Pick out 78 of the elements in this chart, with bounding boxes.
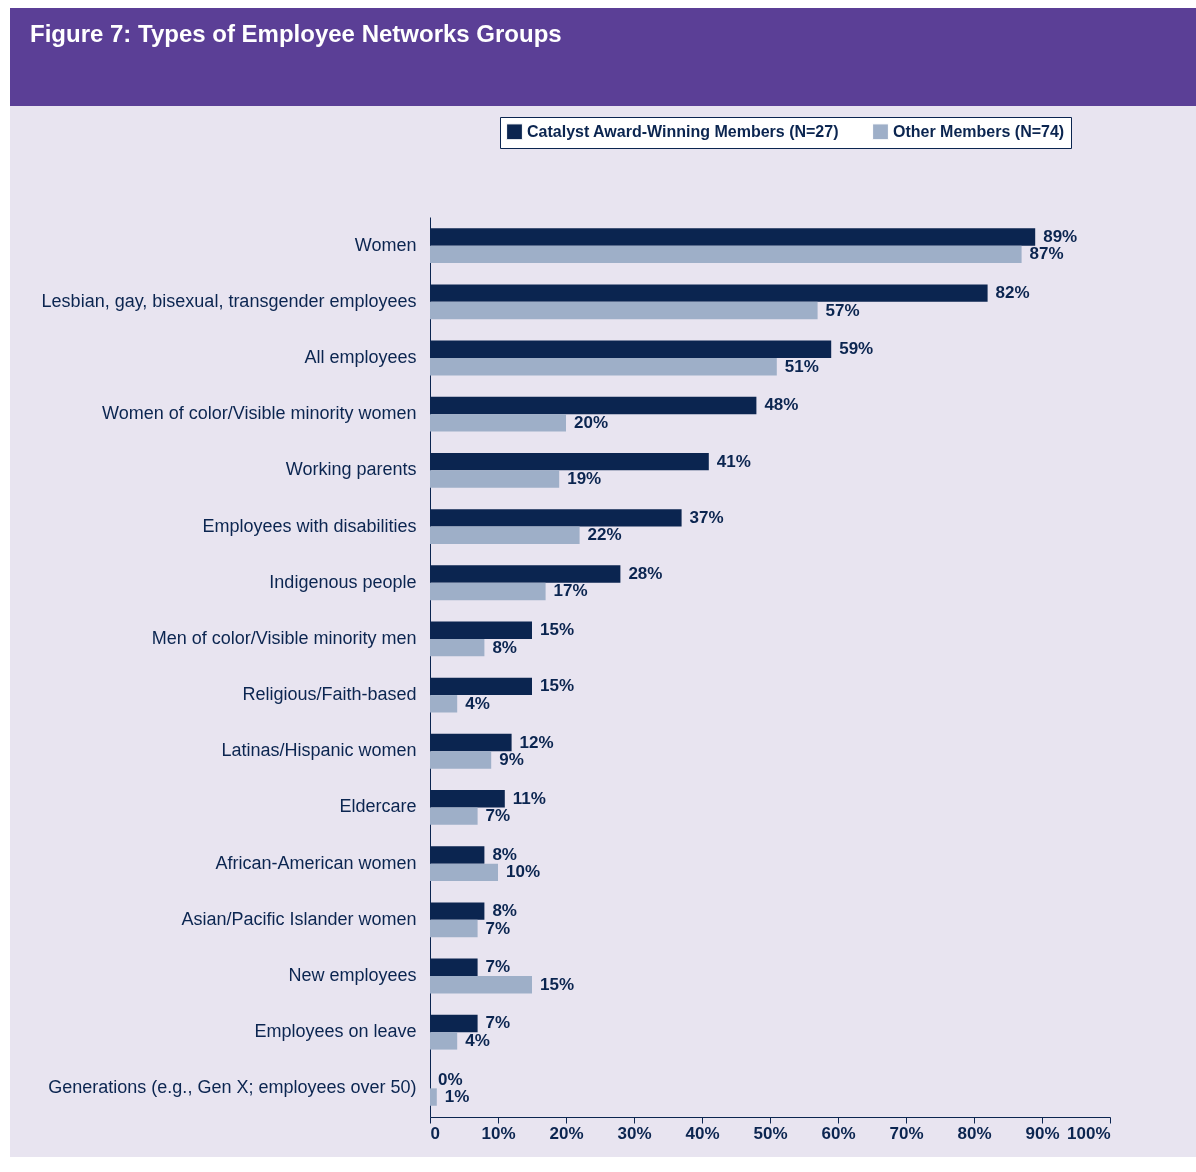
bar (430, 751, 492, 769)
x-tick-label: 20% (549, 1123, 584, 1143)
data-label: 87% (1029, 244, 1064, 264)
data-label: 8% (492, 637, 517, 657)
data-label: 7% (485, 957, 511, 977)
x-tick-label: 90% (1025, 1123, 1060, 1143)
y-tick-label: New employees (288, 964, 417, 985)
data-label: 1% (444, 1087, 470, 1107)
bar (430, 245, 1022, 264)
y-tick-label: Indigenous people (269, 571, 417, 592)
data-label: 89% (1043, 226, 1078, 246)
y-tick-label: Women of color/Visible minority women (102, 403, 417, 424)
bar (430, 975, 532, 994)
x-tick-label: 70% (889, 1123, 924, 1143)
bar (430, 1032, 458, 1050)
y-tick-label: Lesbian, gay, bisexual, transgender employees (41, 290, 417, 311)
data-label: 37% (689, 507, 724, 527)
bar (430, 1088, 437, 1106)
y-tick-label: Asian/Pacific Islander women (181, 908, 417, 929)
x-tick-label: 100% (1067, 1123, 1111, 1143)
bar (430, 919, 478, 938)
y-tick-label: Working parents (285, 459, 417, 480)
data-label: 15% (540, 676, 575, 696)
y-tick-label: Religious/Faith-based (242, 684, 417, 705)
x-tick-label: 30% (617, 1123, 652, 1143)
bar (430, 526, 580, 544)
bar (430, 301, 818, 320)
data-label: 7% (485, 1013, 511, 1033)
legend-label: Other Members (N=74) (893, 122, 1065, 140)
x-tick-label: 80% (957, 1123, 992, 1143)
data-label: 8% (492, 844, 517, 864)
y-tick-label: Women (354, 234, 417, 255)
data-label: 82% (995, 283, 1030, 303)
data-label: 10% (506, 862, 541, 882)
data-label: 41% (716, 451, 751, 471)
bar (430, 582, 546, 601)
data-label: 48% (764, 395, 799, 415)
data-label: 15% (540, 974, 575, 994)
bar (430, 807, 478, 825)
x-tick-label: 10% (481, 1123, 516, 1143)
x-tick-label: 50% (753, 1123, 788, 1143)
x-tick-label: 60% (821, 1123, 856, 1143)
y-tick-label: African-American women (215, 852, 417, 873)
data-label: 57% (825, 300, 860, 320)
data-label: 22% (587, 525, 622, 545)
data-label: 4% (465, 1030, 490, 1050)
bar (430, 414, 566, 432)
bar (430, 638, 485, 657)
data-label: 20% (574, 412, 609, 432)
bar (430, 470, 560, 488)
bar (430, 358, 777, 376)
y-tick-label: Employees with disabilities (202, 515, 417, 536)
y-tick-label: Employees on leave (254, 1021, 417, 1042)
chart-title: Figure 7: Types of Employee Networks Groups (30, 19, 562, 47)
data-label: 17% (553, 581, 588, 601)
legend-label: Catalyst Award-Winning Members (N=27) (527, 122, 839, 140)
data-label: 59% (839, 339, 874, 359)
x-tick-label: 0 (430, 1123, 440, 1143)
y-tick-label: Generations (e.g., Gen X; employees over 50) (48, 1077, 417, 1098)
y-tick-label: Men of color/Visible minority men (151, 627, 417, 648)
bar (430, 863, 498, 882)
y-tick-label: Latinas/Hispanic women (221, 740, 417, 761)
x-tick-label: 40% (685, 1123, 720, 1143)
bar (430, 695, 458, 713)
y-tick-label: All employees (304, 347, 417, 368)
data-label: 4% (465, 693, 490, 713)
data-label: 8% (492, 901, 517, 921)
data-label: 7% (485, 806, 511, 826)
data-label: 15% (540, 620, 575, 640)
data-label: 51% (784, 356, 819, 376)
y-tick-label: Eldercare (339, 796, 417, 817)
data-label: 7% (485, 918, 511, 938)
data-label: 11% (512, 788, 546, 808)
data-label: 0% (438, 1069, 463, 1089)
data-label: 9% (499, 749, 524, 769)
data-label: 28% (628, 564, 663, 584)
data-label: 12% (519, 732, 554, 752)
data-label: 19% (567, 469, 602, 489)
